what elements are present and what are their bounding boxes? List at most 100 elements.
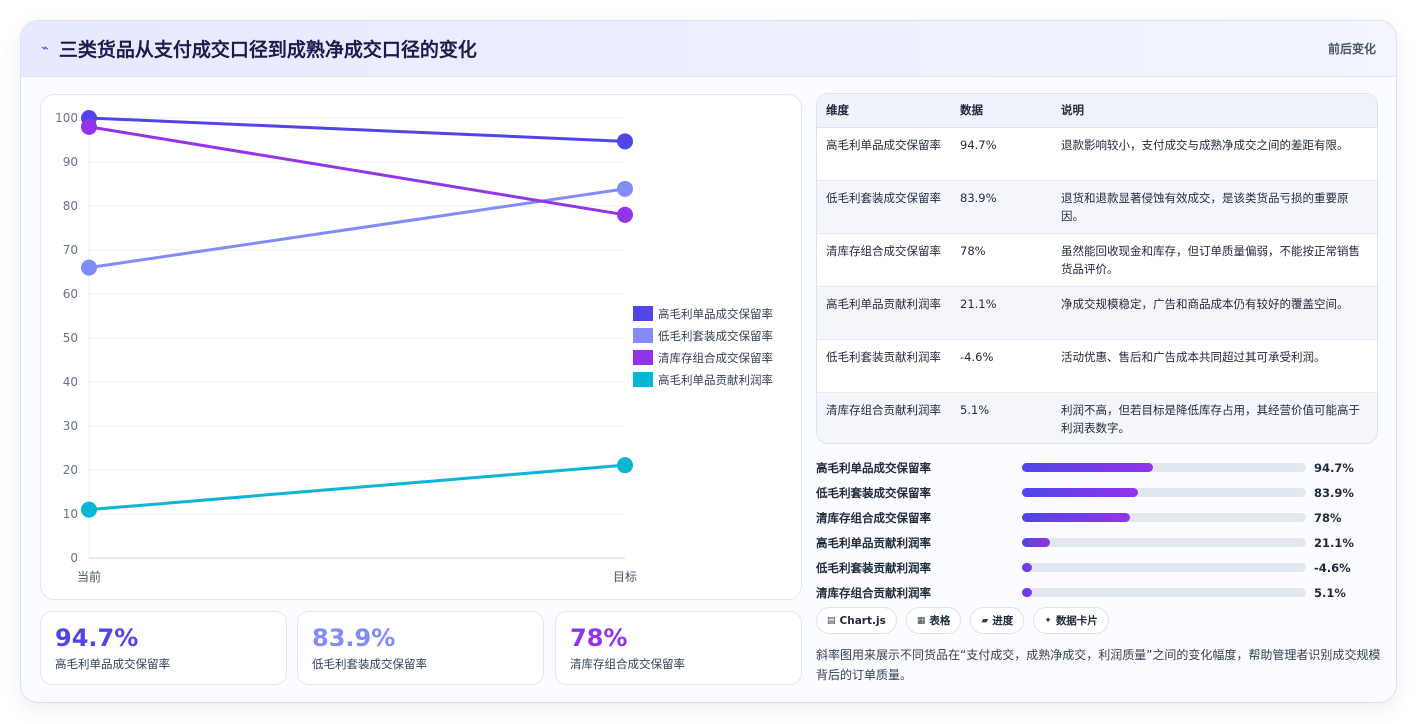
data-point [81, 259, 97, 276]
progress-label: 高毛利单品成交保留率 [816, 460, 931, 475]
kpi-label: 清库存组合成交保留率 [570, 657, 685, 671]
legend-swatch [633, 350, 653, 365]
table-row: 低毛利套装成交保留率 83.9% 退货和退款显著侵蚀有效成交，是该类货品亏损的重… [817, 180, 1377, 234]
chip-data-card[interactable]: ✦ 数据卡片 [1033, 607, 1109, 634]
progress-label: 清库存组合贡献利润率 [816, 585, 931, 600]
slope-chart-svg: 0 10 20 30 40 50 60 70 80 90 100 当前 目标 高毛利单品成交保留率低毛利套… [55, 110, 773, 584]
y-tick-label: 40 [63, 375, 78, 389]
progress-fill [1022, 563, 1032, 572]
tech-chips: ▤ Chart.js ▦ 表格 ▰ 进度 ✦ 数据卡片 [816, 607, 1109, 634]
slope-chart: 0 10 20 30 40 50 60 70 80 90 100 当前 目标 高毛利单品成交保留率 低毛利套… [40, 94, 802, 600]
table-row: 清库存组合成交保留率 78% 虽然能回收现金和库存，但订单质量偏弱，不能按正常销… [817, 233, 1377, 287]
y-tick-label: 60 [63, 287, 78, 301]
legend-swatch [633, 372, 653, 387]
progress-icon: ▰ [981, 615, 989, 626]
chip-progress[interactable]: ▰ 进度 [970, 607, 1025, 634]
progress-fill [1022, 488, 1139, 497]
data-point [617, 133, 633, 150]
legend-label: 高毛利单品贡献利润率 [658, 373, 773, 387]
progress-row: 清库存组合贡献利润率 5.1% [816, 580, 1378, 605]
progress-value: 5.1% [1314, 585, 1346, 600]
table-cell: 利润不高，但若目标是降低库存占用，其经营价值可能高于利润表数字。 [1052, 392, 1377, 443]
progress-track [1022, 538, 1306, 547]
series-line [88, 463, 626, 512]
page-title: 三类货品从支付成交口径到成熟净成交口径的变化 [58, 39, 477, 61]
table-cell: 活动优惠、售后和广告成本共同超过其可承受利润。 [1052, 339, 1377, 393]
data-point [617, 457, 633, 474]
table-cell: 78% [951, 233, 1052, 287]
series-line [88, 125, 626, 217]
legend-label: 清库存组合成交保留率 [658, 351, 773, 365]
kpi-value: 83.9% [312, 624, 396, 652]
progress-label: 低毛利套装成交保留率 [816, 485, 931, 500]
legend-swatch [633, 306, 653, 321]
y-tick-label: 90 [63, 155, 78, 169]
column-header: 维度 [817, 94, 951, 128]
progress-label: 清库存组合成交保留率 [816, 510, 931, 525]
legend-label: 低毛利套装成交保留率 [658, 329, 773, 343]
y-tick-label: 80 [63, 199, 78, 213]
chip-label: 数据卡片 [1055, 615, 1098, 627]
table-cell: 退货和退款显著侵蚀有效成交，是该类货品亏损的重要原因。 [1052, 180, 1377, 234]
table-row: 高毛利单品成交保留率 94.7% 退款影响较小，支付成交与成熟净成交之间的差距有… [817, 127, 1377, 181]
progress-track [1022, 463, 1306, 472]
table-cell: -4.6% [951, 339, 1052, 393]
progress-fill [1022, 513, 1130, 522]
kpi-card: 78% 清库存组合成交保留率 [555, 611, 802, 685]
progress-row: 清库存组合成交保留率 78% [816, 505, 1378, 530]
y-tick-label: 70 [63, 243, 78, 257]
series-line [88, 116, 626, 143]
progress-row: 低毛利套装成交保留率 83.9% [816, 480, 1378, 505]
data-point [617, 206, 633, 223]
kpi-value: 94.7% [55, 624, 139, 652]
progress-value: 21.1% [1314, 535, 1354, 550]
kpi-card: 94.7% 高毛利单品成交保留率 [40, 611, 287, 685]
x-tick-label: 目标 [613, 570, 637, 584]
card-header: ⌁ 三类货品从支付成交口径到成熟净成交口径的变化 前后变化 [21, 21, 1396, 77]
kpi-label: 低毛利套装成交保留率 [312, 657, 427, 671]
description: 斜率图用来展示不同货品在“支付成交，成熟净成交，利润质量”之间的变化幅度，帮助管… [816, 648, 1381, 682]
data-table: 维度 数据 说明 高毛利单品成交保留率 94.7% 退款影响较小，支付成交与成熟… [816, 93, 1378, 444]
chip-table[interactable]: ▦ 表格 [905, 607, 962, 634]
table-cell: 低毛利套装贡献利润率 [817, 339, 951, 393]
progress-label: 低毛利套装贡献利润率 [816, 560, 931, 575]
x-tick-label: 当前 [77, 569, 101, 584]
progress-label: 高毛利单品贡献利润率 [816, 535, 931, 550]
chip-chartjs[interactable]: ▤ Chart.js [816, 607, 897, 634]
y-tick-label: 10 [63, 507, 78, 521]
table-row: 高毛利单品贡献利润率 21.1% 净成交规模稳定，广告和商品成本仍有较好的覆盖空… [817, 286, 1377, 340]
y-tick-label: 100 [55, 111, 78, 125]
progress-row: 高毛利单品成交保留率 94.7% [816, 455, 1378, 480]
table-cell: 清库存组合贡献利润率 [817, 392, 951, 443]
y-tick-label: 0 [70, 551, 78, 565]
main-card: ⌁ 三类货品从支付成交口径到成熟净成交口径的变化 前后变化 0 10 20 30 40 5… [20, 20, 1397, 703]
kpi-card: 83.9% 低毛利套装成交保留率 [297, 611, 544, 685]
progress-track [1022, 563, 1306, 572]
legend-label: 高毛利单品成交保留率 [658, 307, 773, 321]
progress-row: 低毛利套装贡献利润率 -4.6% [816, 555, 1378, 580]
column-header: 说明 [1052, 94, 1377, 128]
table-cell: 83.9% [951, 180, 1052, 234]
progress-fill [1022, 463, 1153, 472]
progress-value: 83.9% [1314, 485, 1354, 500]
kpi-label: 高毛利单品成交保留率 [55, 657, 170, 671]
chart-icon: ▤ [827, 615, 836, 626]
sparkle-icon: ✦ [1044, 615, 1052, 626]
legend-swatch [633, 328, 653, 343]
table-row: 清库存组合贡献利润率 5.1% 利润不高，但若目标是降低库存占用，其经营价值可能… [817, 392, 1377, 443]
table-cell: 清库存组合成交保留率 [817, 233, 951, 287]
kpi-value: 78% [570, 624, 628, 652]
table-header-row: 维度 数据 说明 [817, 94, 1377, 128]
progress-track [1022, 513, 1306, 522]
table-cell: 5.1% [951, 392, 1052, 443]
table-cell: 94.7% [951, 127, 1052, 181]
progress-fill [1022, 538, 1051, 547]
y-tick-label: 30 [63, 419, 78, 433]
series-line [88, 187, 626, 270]
table-row: 低毛利套装贡献利润率 -4.6% 活动优惠、售后和广告成本共同超过其可承受利润。 [817, 339, 1377, 393]
progress-value: 94.7% [1314, 460, 1354, 475]
y-tick-label: 20 [63, 463, 78, 477]
chip-label: Chart.js [839, 614, 886, 627]
table-icon: ▦ [916, 615, 926, 626]
table-cell: 退款影响较小，支付成交与成熟净成交之间的差距有限。 [1052, 127, 1377, 181]
